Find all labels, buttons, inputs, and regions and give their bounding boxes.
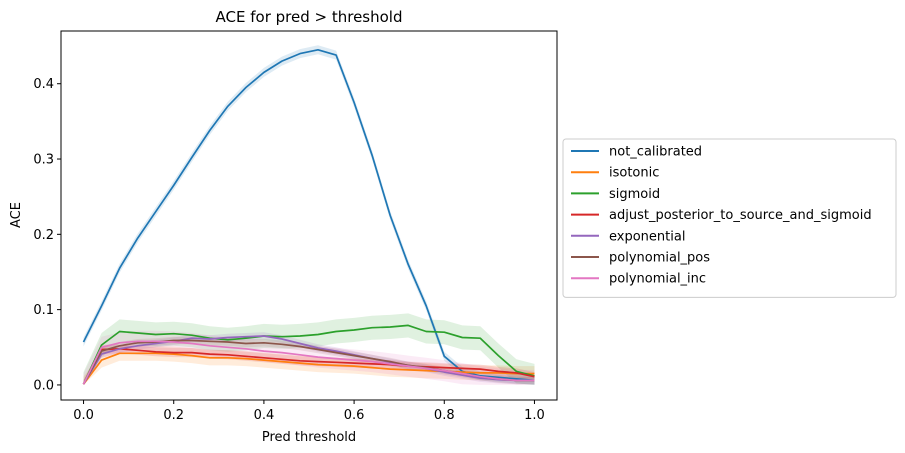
x-tick-label: 0.2 [163, 408, 184, 423]
x-tick-label: 0.4 [254, 408, 275, 423]
legend-label-adjust_posterior_to_source_and_sigmoid: adjust_posterior_to_source_and_sigmoid [609, 208, 872, 223]
series-line-exponential [82, 335, 535, 385]
series-line-isotonic [82, 352, 535, 385]
band-sigmoid [83, 313, 535, 385]
series-line-sigmoid [82, 324, 535, 385]
plot-frame [60, 30, 558, 401]
band-not_calibrated [83, 45, 535, 385]
x-tick-label: 0.0 [73, 408, 94, 423]
legend-box [562, 138, 897, 298]
y-tick-label: 0.3 [33, 153, 54, 168]
y-tick-label: 0.0 [33, 378, 54, 393]
x-tick-label: 0.8 [434, 408, 455, 423]
series-line-adjust_posterior_to_source_and_sigmoid [82, 347, 535, 385]
y-tick-label: 0.2 [33, 228, 54, 243]
legend-label-isotonic: isotonic [609, 166, 659, 181]
legend-label-exponential: exponential [609, 229, 685, 244]
series-lines [82, 48, 535, 385]
legend-label-polynomial_inc: polynomial_inc [609, 272, 706, 287]
legend-label-not_calibrated: not_calibrated [609, 145, 702, 160]
y-tick-label: 0.1 [33, 303, 54, 318]
x-axis-label: Pred threshold [262, 430, 356, 445]
legend: not_calibrated isotonic sigmoid adjust_post… [562, 138, 897, 298]
legend-label-sigmoid: sigmoid [609, 187, 660, 202]
chart-title: ACE for pred > threshold [216, 8, 403, 26]
y-axis-label: ACE [9, 202, 24, 228]
x-axis-ticks: 0.0 0.2 0.4 0.6 0.8 1.0 [73, 400, 545, 423]
legend-label-polynomial_pos: polynomial_pos [609, 251, 710, 266]
y-axis-ticks: 0.0 0.1 0.2 0.3 0.4 [33, 77, 61, 393]
y-tick-label: 0.4 [33, 77, 54, 92]
series-line-polynomial_inc [82, 340, 535, 385]
x-tick-label: 0.6 [344, 408, 365, 423]
x-tick-label: 1.0 [524, 408, 545, 423]
